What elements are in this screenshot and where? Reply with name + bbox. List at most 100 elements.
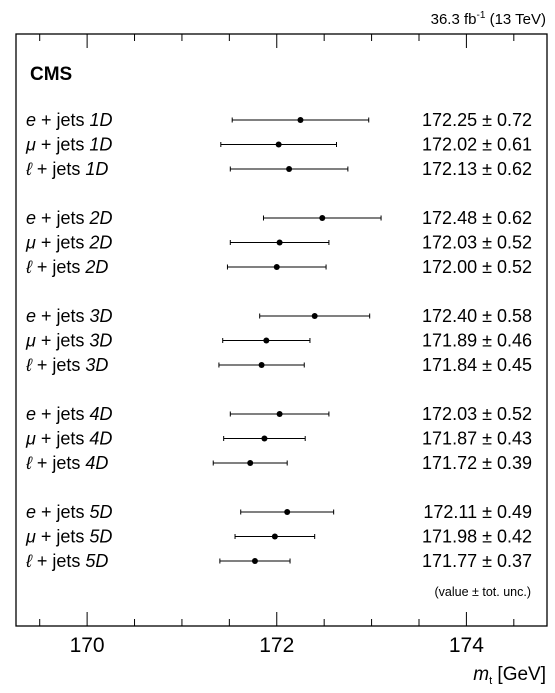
dimension-label: 1D — [89, 135, 112, 155]
lepton-symbol: ℓ — [25, 453, 33, 473]
channel-text: + jets — [32, 551, 86, 571]
value-label: 172.25 ± 0.72 — [422, 110, 532, 130]
measurement-row: μ + jets 3D 171.89 ± 0.46 — [25, 331, 532, 351]
measurement-row: ℓ + jets 3D 171.84 ± 0.45 — [25, 355, 532, 375]
data-point — [273, 264, 280, 270]
value-label: 171.89 ± 0.46 — [422, 331, 532, 351]
lepton-symbol: e — [26, 208, 36, 228]
data-point — [247, 460, 254, 466]
row-label: e + jets 5D — [26, 502, 113, 522]
data-point — [297, 117, 304, 123]
lepton-symbol: μ — [25, 233, 36, 253]
measurement-row: ℓ + jets 5D 171.77 ± 0.37 — [25, 551, 532, 571]
measurement-row: e + jets 2D 172.48 ± 0.62 — [26, 208, 532, 228]
channel-text: + jets — [36, 429, 90, 449]
x-axis-title: mt [GeV] — [473, 664, 546, 687]
lepton-symbol: ℓ — [25, 355, 33, 375]
measurement-row: μ + jets 5D 171.98 ± 0.42 — [25, 527, 532, 547]
lepton-symbol: e — [26, 404, 36, 424]
measurement-row: μ + jets 1D 172.02 ± 0.61 — [25, 135, 532, 155]
x-tick-label: 172 — [259, 634, 294, 657]
measurement-row: e + jets 3D 172.40 ± 0.58 — [26, 306, 532, 326]
channel-text: + jets — [32, 453, 86, 473]
data-point — [286, 166, 293, 172]
dimension-label: 4D — [90, 404, 113, 424]
measurement-row: ℓ + jets 2D 172.00 ± 0.52 — [25, 257, 532, 277]
value-label: 172.03 ± 0.52 — [422, 233, 532, 253]
measurement-rows: e + jets 1D 172.25 ± 0.72 μ + jets 1D 172.0… — [25, 110, 532, 571]
data-point — [261, 435, 268, 442]
channel-text: + jets — [36, 233, 90, 253]
dimension-label: 1D — [90, 110, 113, 130]
channel-text: + jets — [36, 404, 90, 424]
value-label: 172.11 ± 0.49 — [423, 502, 532, 522]
x-axis: 170 172 174 — [39, 34, 515, 657]
lepton-symbol: ℓ — [25, 159, 33, 179]
channel-text: + jets — [36, 527, 90, 547]
data-point — [271, 533, 278, 540]
row-label: ℓ + jets 4D — [25, 453, 108, 473]
row-label: e + jets 2D — [26, 208, 113, 228]
lepton-symbol: μ — [25, 429, 36, 449]
plot-frame — [15, 33, 548, 627]
dimension-label: 2D — [89, 208, 113, 228]
row-label: ℓ + jets 5D — [25, 551, 108, 571]
value-label: 172.00 ± 0.52 — [422, 257, 532, 277]
channel-text: + jets — [32, 355, 86, 375]
measurement-row: ℓ + jets 4D 171.72 ± 0.39 — [25, 453, 532, 473]
channel-text: + jets — [36, 208, 90, 228]
channel-text: + jets — [36, 331, 90, 351]
channel-text: + jets — [36, 502, 90, 522]
row-label: e + jets 3D — [26, 306, 113, 326]
row-label: μ + jets 2D — [25, 233, 112, 253]
data-point — [258, 362, 265, 368]
measurement-row: μ + jets 4D 171.87 ± 0.43 — [25, 429, 532, 449]
dimension-label: 3D — [85, 355, 108, 375]
row-label: e + jets 4D — [26, 404, 113, 424]
row-label: ℓ + jets 1D — [25, 159, 108, 179]
channel-text: + jets — [32, 257, 86, 277]
value-label: 171.87 ± 0.43 — [422, 429, 532, 449]
lepton-symbol: μ — [25, 135, 36, 155]
data-point — [311, 313, 318, 319]
dimension-label: 2D — [84, 257, 108, 277]
dimension-label: 5D — [89, 527, 112, 547]
value-label: 172.03 ± 0.52 — [422, 404, 532, 424]
lepton-symbol: μ — [25, 331, 36, 351]
dimension-label: 4D — [89, 429, 112, 449]
value-label: 171.84 ± 0.45 — [422, 355, 532, 375]
data-point — [319, 215, 326, 221]
value-label: 171.72 ± 0.39 — [422, 453, 532, 473]
x-tick-label: 174 — [449, 634, 484, 657]
data-point — [275, 141, 282, 148]
data-point — [251, 558, 258, 564]
channel-text: + jets — [36, 135, 90, 155]
dimension-label: 5D — [90, 502, 113, 522]
lepton-symbol: e — [26, 502, 36, 522]
lepton-symbol: e — [26, 306, 36, 326]
measurement-row: e + jets 4D 172.03 ± 0.52 — [26, 404, 532, 424]
value-label: 172.40 ± 0.58 — [422, 306, 532, 326]
measurement-row: ℓ + jets 1D 172.13 ± 0.62 — [25, 159, 532, 179]
value-label: 171.98 ± 0.42 — [422, 527, 532, 547]
luminosity-label: 36.3 fb-1 (13 TeV) — [431, 10, 546, 28]
dimension-label: 1D — [85, 159, 108, 179]
lepton-symbol: e — [26, 110, 36, 130]
data-point — [284, 509, 291, 515]
data-point — [276, 411, 283, 417]
value-label: 172.48 ± 0.62 — [422, 208, 532, 228]
experiment-label: CMS — [30, 64, 72, 85]
dimension-label: 5D — [85, 551, 108, 571]
row-label: e + jets 1D — [26, 110, 113, 130]
value-label: 172.13 ± 0.62 — [422, 159, 532, 179]
footnote: (value ± tot. unc.) — [435, 585, 531, 599]
measurement-row: e + jets 1D 172.25 ± 0.72 — [26, 110, 532, 130]
dimension-label: 2D — [88, 233, 112, 253]
measurement-row: e + jets 5D 172.11 ± 0.49 — [26, 502, 532, 522]
measurement-row: μ + jets 2D 172.03 ± 0.52 — [25, 233, 532, 253]
channel-text: + jets — [36, 306, 90, 326]
dimension-label: 3D — [89, 331, 112, 351]
row-label: ℓ + jets 2D — [25, 257, 108, 277]
x-tick-label: 170 — [70, 634, 105, 657]
